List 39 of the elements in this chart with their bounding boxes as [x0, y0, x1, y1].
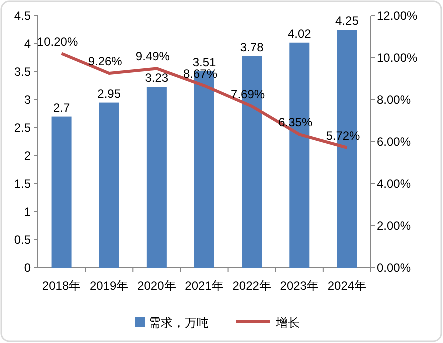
- data-label: 3.23: [145, 71, 169, 86]
- data-label: 10.20%: [37, 34, 78, 49]
- data-label: 3.51: [192, 55, 216, 70]
- x-tick-label: 2020年: [138, 279, 176, 293]
- bar: [52, 116, 72, 268]
- bar: [146, 87, 167, 268]
- x-tick-label: 2023年: [280, 279, 319, 293]
- y2-tick-label: 4.00%: [377, 177, 412, 191]
- y-tick-label: 4: [24, 37, 32, 51]
- y-tick-label: 4.5: [14, 9, 32, 23]
- y-tick-label: 3.5: [14, 65, 32, 79]
- y-tick-label: 1.5: [14, 177, 32, 191]
- y2-tick-label: 2.00%: [377, 219, 412, 233]
- data-label: 3.78: [240, 40, 264, 54]
- x-tick-label: 2019年: [90, 279, 129, 293]
- bar: [99, 102, 120, 268]
- y2-tick-label: 8.00%: [377, 93, 412, 107]
- data-label: 9.26%: [88, 54, 123, 69]
- data-label: 9.49%: [136, 50, 170, 64]
- y2-tick-label: 6.00%: [377, 135, 412, 149]
- legend-label: 增长: [275, 316, 300, 330]
- y-tick-label: 2: [24, 149, 32, 163]
- x-tick-label: 2018年: [42, 279, 82, 293]
- x-tick-label: 2021年: [185, 279, 224, 293]
- data-label: 4.25: [336, 14, 360, 28]
- x-tick-label: 2022年: [232, 279, 272, 293]
- y-tick-label: 1: [24, 205, 32, 219]
- data-label: 2.95: [98, 86, 122, 101]
- y2-tick-label: 12.00%: [377, 9, 418, 23]
- data-label: 2.7: [53, 100, 70, 115]
- y-tick-label: 3: [24, 93, 32, 107]
- y2-tick-label: 0.00%: [377, 261, 412, 275]
- data-label: 4.02: [288, 26, 312, 41]
- y-tick-label: 2.5: [14, 121, 32, 135]
- x-tick-label: 2024年: [328, 279, 367, 293]
- y-tick-label: 0: [24, 261, 32, 275]
- y2-tick-label: 10.00%: [377, 51, 418, 65]
- y-tick-label: 0.5: [14, 233, 32, 247]
- legend-label: 需求，万吨: [149, 316, 209, 330]
